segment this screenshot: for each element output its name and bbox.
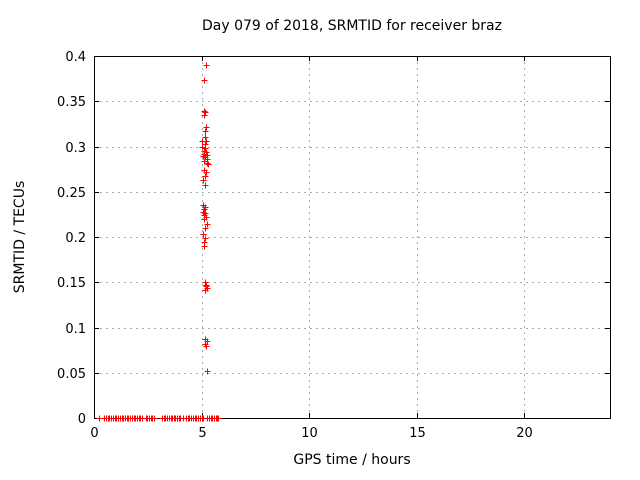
data-point-marker (205, 161, 212, 168)
data-point-marker (202, 182, 209, 189)
y-tick-label: 0.15 (57, 276, 86, 291)
data-point-marker (202, 173, 209, 180)
data-point-marker (204, 368, 211, 375)
chart-title: Day 079 of 2018, SRMTID for receiver bra… (202, 18, 502, 34)
data-points (96, 62, 222, 422)
data-point-marker (215, 415, 222, 422)
data-point-marker (202, 109, 209, 116)
data-point-marker (201, 112, 208, 119)
data-point-marker (203, 282, 210, 289)
y-tick-label: 0 (78, 412, 86, 427)
y-tick-label: 0.05 (57, 367, 86, 382)
data-point-marker (202, 145, 209, 152)
data-point-marker (202, 134, 209, 141)
x-tick-label: 0 (90, 426, 98, 441)
data-point-marker (202, 235, 209, 242)
data-point-marker (200, 177, 207, 184)
data-point-marker (201, 243, 208, 250)
data-point-marker (201, 77, 208, 84)
data-point-marker (203, 124, 210, 131)
y-tick-label: 0.2 (65, 231, 86, 246)
data-point-marker (202, 279, 209, 286)
gridlines (94, 56, 610, 418)
data-point-marker (202, 225, 209, 232)
y-tick-label: 0.25 (57, 186, 86, 201)
y-tick-label: 0.1 (65, 322, 86, 337)
data-point-marker (203, 62, 210, 69)
data-point-marker (199, 144, 206, 151)
y-tick-label: 0.35 (57, 95, 86, 110)
y-tick-label: 0.4 (65, 50, 86, 65)
data-point-marker (201, 206, 208, 213)
x-tick-label: 10 (301, 426, 318, 441)
data-point-marker (204, 221, 211, 228)
data-point-marker (200, 231, 207, 238)
x-axis-label: GPS time / hours (293, 452, 410, 468)
data-point-marker (201, 216, 208, 223)
data-point-marker (199, 138, 206, 145)
x-tick-label: 5 (198, 426, 206, 441)
axis-ticks: 0 5 10 15 20 0 0.05 0.1 0.15 0.2 0.25 0.3 0.35 0.4 (57, 50, 610, 441)
y-axis-label: SRMTID / TECUs (12, 181, 28, 294)
data-point-marker (177, 415, 184, 422)
data-point-marker (202, 128, 209, 135)
data-point-marker (203, 169, 210, 176)
x-tick-label: 20 (516, 426, 533, 441)
y-tick-label: 0.3 (65, 141, 86, 156)
data-point-marker (204, 160, 211, 167)
x-tick-label: 15 (409, 426, 426, 441)
data-point-marker (151, 415, 158, 422)
data-point-marker (203, 343, 210, 350)
data-point-marker (202, 287, 209, 294)
